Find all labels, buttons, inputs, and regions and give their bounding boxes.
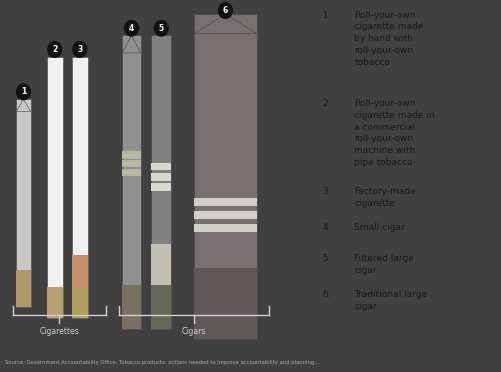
Bar bbox=[17, 270, 31, 307]
Bar bbox=[194, 198, 257, 206]
Text: 2: 2 bbox=[52, 45, 58, 54]
Text: 4: 4 bbox=[129, 24, 134, 33]
Bar bbox=[151, 173, 171, 180]
Text: Traditional large
cigar: Traditional large cigar bbox=[354, 290, 428, 311]
Bar bbox=[47, 287, 63, 318]
Text: 3.: 3. bbox=[323, 187, 331, 196]
Circle shape bbox=[17, 84, 31, 100]
Circle shape bbox=[73, 42, 87, 57]
Text: Source: Government Accountability Office. Tobacco products: actions needed to im: Source: Government Accountability Office… bbox=[5, 360, 319, 365]
Bar bbox=[194, 211, 257, 219]
Text: 6.: 6. bbox=[323, 290, 331, 299]
Bar bbox=[72, 57, 88, 318]
Circle shape bbox=[154, 20, 168, 36]
Bar bbox=[72, 287, 88, 318]
Bar bbox=[151, 35, 171, 329]
Circle shape bbox=[48, 42, 62, 57]
Bar bbox=[72, 255, 88, 287]
Bar bbox=[151, 163, 171, 170]
Polygon shape bbox=[194, 14, 257, 33]
Bar bbox=[122, 169, 141, 176]
Text: 5: 5 bbox=[159, 24, 164, 33]
Bar bbox=[47, 57, 63, 318]
Text: 2.: 2. bbox=[323, 99, 331, 108]
Bar bbox=[194, 224, 257, 232]
Bar bbox=[122, 160, 141, 167]
Circle shape bbox=[125, 20, 138, 36]
Bar bbox=[194, 268, 257, 339]
Circle shape bbox=[218, 3, 232, 18]
Text: 1: 1 bbox=[21, 87, 26, 96]
Bar bbox=[151, 244, 171, 285]
Text: Roll-your-own
cigarette made
by hand with
roll-your-own
tobacco: Roll-your-own cigarette made by hand wit… bbox=[354, 10, 424, 67]
Bar bbox=[151, 183, 171, 191]
Text: Cigarettes: Cigarettes bbox=[40, 327, 79, 336]
Bar bbox=[151, 285, 171, 329]
Text: 5.: 5. bbox=[323, 254, 331, 263]
Text: 6: 6 bbox=[223, 6, 228, 15]
Bar bbox=[122, 151, 141, 158]
Text: 3: 3 bbox=[77, 45, 83, 54]
Polygon shape bbox=[122, 35, 141, 53]
Text: 4.: 4. bbox=[323, 222, 331, 232]
Text: Factory-made
cigarette: Factory-made cigarette bbox=[354, 187, 416, 208]
Text: Filtered large
cigar: Filtered large cigar bbox=[354, 254, 414, 275]
Bar bbox=[17, 99, 31, 307]
Bar bbox=[122, 285, 141, 329]
Text: Roll-your-own
cigarette made in
a commercial
roll-your-own
machine with
pipe tob: Roll-your-own cigarette made in a commer… bbox=[354, 99, 435, 167]
Text: Small cigar: Small cigar bbox=[354, 222, 405, 232]
Bar bbox=[194, 14, 257, 339]
Bar bbox=[122, 35, 141, 329]
Text: 1.: 1. bbox=[323, 10, 331, 20]
Text: Cigars: Cigars bbox=[182, 327, 206, 336]
Polygon shape bbox=[17, 99, 31, 112]
